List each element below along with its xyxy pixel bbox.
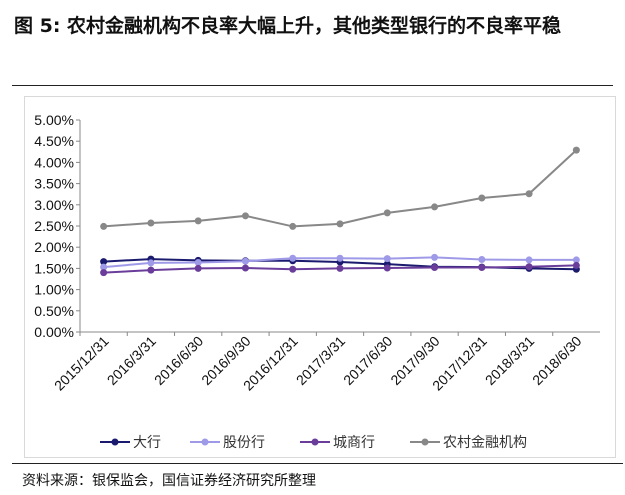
data-point-股份行 [431,253,439,261]
data-point-农村金融机构 [241,212,249,220]
x-tick-label: 2018/6/30 [529,333,585,389]
data-point-股份行 [478,255,486,263]
data-point-城商行 [336,264,344,272]
data-point-城商行 [194,264,202,272]
y-tick-label: 3.50% [34,176,74,192]
legend-marker [111,438,119,446]
data-point-城商行 [383,264,391,272]
y-tick-label: 0.50% [34,303,74,319]
x-tick-label: 2017/3/31 [293,333,349,389]
data-point-农村金融机构 [383,209,391,217]
data-point-城商行 [147,266,155,274]
x-tick-label: 2016/6/30 [151,333,207,389]
y-tick-label: 0.00% [34,324,74,340]
data-point-城商行 [241,264,249,272]
chart-frame [24,96,616,458]
source-divider [12,463,623,464]
figure-title: 图 5: 农村金融机构不良率大幅上升，其他类型银行的不良率平稳 [14,15,562,37]
x-tick-label: 2015/12/31 [51,333,112,394]
legend-marker [421,438,429,446]
data-point-农村金融机构 [289,222,297,230]
data-point-大行 [100,258,108,266]
legend-marker [311,438,319,446]
y-tick-label: 2.50% [34,218,74,234]
data-point-股份行 [525,256,533,264]
data-point-股份行 [572,256,580,264]
y-tick-label: 1.00% [34,282,74,298]
y-tick-label: 5.00% [34,112,74,128]
data-point-农村金融机构 [336,220,344,228]
y-tick-label: 2.00% [34,239,74,255]
data-point-城商行 [572,261,580,269]
legend-label: 城商行 [333,435,375,451]
legend-label: 大行 [133,435,161,451]
x-tick-label: 2016/3/31 [104,333,160,389]
data-point-城商行 [525,263,533,271]
data-point-农村金融机构 [525,190,533,198]
x-tick-label: 2017/6/30 [340,333,396,389]
data-point-农村金融机构 [100,222,108,230]
data-point-农村金融机构 [572,146,580,154]
data-point-股份行 [147,259,155,267]
x-tick-label: 2018/3/31 [482,333,538,389]
data-point-股份行 [336,254,344,262]
data-point-股份行 [289,254,297,262]
title-divider [12,85,613,86]
data-point-农村金融机构 [431,203,439,211]
series-line-农村金融机构 [103,149,578,228]
y-tick-label: 3.00% [34,197,74,213]
source-note: 资料来源：银保监会，国信证券经济研究所整理 [22,473,316,489]
y-tick-label: 4.00% [34,154,74,170]
data-point-城商行 [431,264,439,272]
y-tick-label: 4.50% [34,133,74,149]
data-point-农村金融机构 [194,217,202,225]
data-point-股份行 [194,258,202,266]
data-point-城商行 [478,264,486,272]
data-point-城商行 [289,265,297,273]
legend-marker [201,438,209,446]
data-point-农村金融机构 [147,219,155,227]
data-point-城商行 [100,269,108,277]
data-point-农村金融机构 [478,194,486,202]
data-point-股份行 [241,257,249,265]
legend-label: 农村金融机构 [443,435,527,451]
data-point-股份行 [100,263,108,271]
data-point-股份行 [383,255,391,263]
y-tick-label: 1.50% [34,260,74,276]
legend-label: 股份行 [223,435,265,451]
